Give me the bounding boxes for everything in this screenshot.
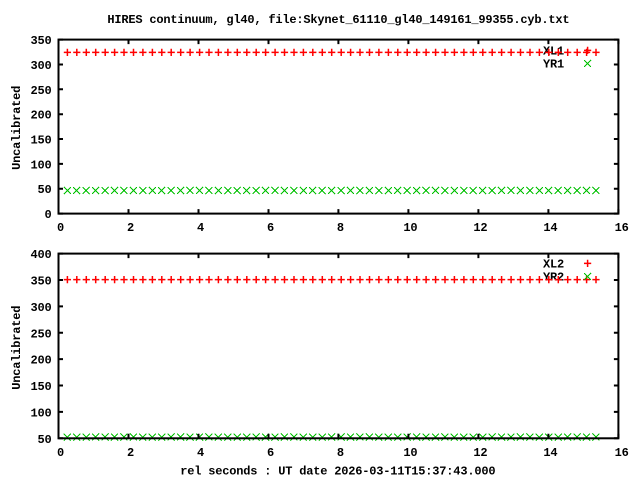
svg-text:200: 200 xyxy=(30,354,51,368)
svg-text:50: 50 xyxy=(37,433,51,447)
svg-text:HIRES continuum, gl40, file:Sk: HIRES continuum, gl40, file:Skynet_61110… xyxy=(107,13,569,27)
svg-text:16: 16 xyxy=(615,446,629,460)
svg-text:300: 300 xyxy=(30,301,51,315)
svg-text:300: 300 xyxy=(30,59,51,73)
svg-text:50: 50 xyxy=(37,183,51,197)
svg-text:14: 14 xyxy=(543,221,557,235)
svg-text:150: 150 xyxy=(30,134,51,148)
svg-text:10: 10 xyxy=(403,446,417,460)
svg-text:YR2: YR2 xyxy=(543,271,564,285)
svg-text:Uncalibrated: Uncalibrated xyxy=(10,306,24,390)
svg-text:14: 14 xyxy=(543,446,557,460)
svg-text:YR1: YR1 xyxy=(543,58,564,72)
svg-text:16: 16 xyxy=(615,221,629,235)
svg-text:12: 12 xyxy=(473,221,487,235)
svg-text:200: 200 xyxy=(30,109,51,123)
svg-text:0: 0 xyxy=(44,208,51,222)
svg-text:100: 100 xyxy=(30,158,51,172)
svg-text:150: 150 xyxy=(30,380,51,394)
svg-text:6: 6 xyxy=(267,446,274,460)
svg-text:250: 250 xyxy=(30,84,51,98)
svg-text:400: 400 xyxy=(30,248,51,262)
svg-text:350: 350 xyxy=(30,275,51,289)
svg-text:350: 350 xyxy=(30,34,51,48)
svg-text:10: 10 xyxy=(403,221,417,235)
svg-text:12: 12 xyxy=(473,446,487,460)
svg-text:2: 2 xyxy=(127,446,134,460)
svg-text:4: 4 xyxy=(197,221,204,235)
svg-text:0: 0 xyxy=(57,446,64,460)
svg-text:rel seconds : UT date 2026-03-: rel seconds : UT date 2026-03-11T15:37:4… xyxy=(180,464,495,478)
svg-text:Uncalibrated: Uncalibrated xyxy=(10,86,24,170)
svg-text:XL1: XL1 xyxy=(543,45,564,59)
svg-text:100: 100 xyxy=(30,406,51,420)
svg-text:6: 6 xyxy=(267,221,274,235)
svg-text:XL2: XL2 xyxy=(543,258,564,272)
svg-text:8: 8 xyxy=(337,221,344,235)
svg-text:2: 2 xyxy=(127,221,134,235)
svg-text:250: 250 xyxy=(30,327,51,341)
svg-text:4: 4 xyxy=(197,446,204,460)
svg-text:8: 8 xyxy=(337,446,344,460)
svg-text:0: 0 xyxy=(57,221,64,235)
